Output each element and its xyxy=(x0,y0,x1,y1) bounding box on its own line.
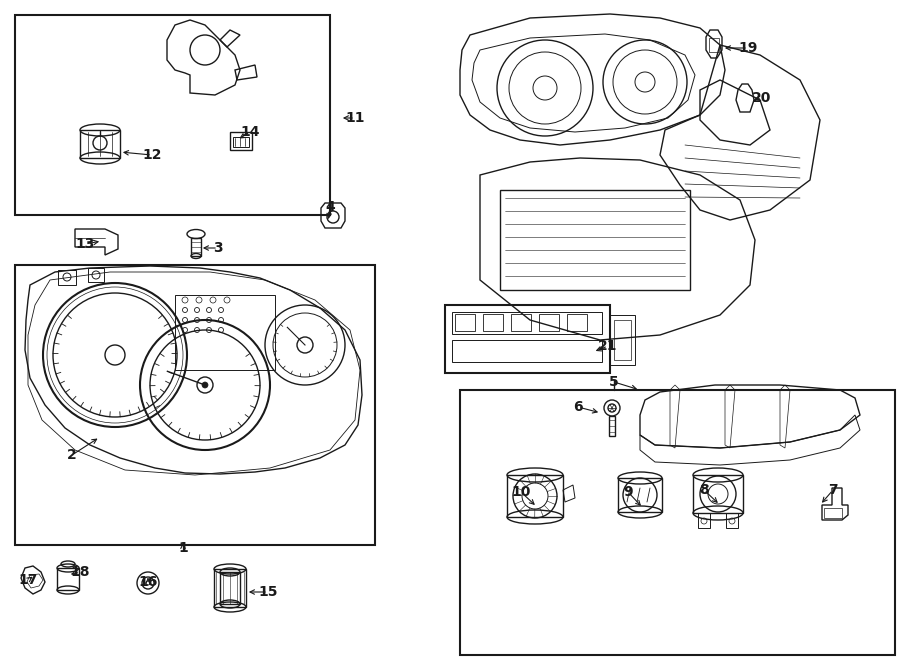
Bar xyxy=(58,270,76,285)
Bar xyxy=(539,314,559,331)
Text: 5: 5 xyxy=(609,375,619,389)
Bar xyxy=(455,314,475,331)
Text: 10: 10 xyxy=(511,485,531,499)
Bar xyxy=(698,513,710,528)
Bar xyxy=(233,137,249,147)
Text: 14: 14 xyxy=(240,125,260,139)
Bar xyxy=(567,314,587,331)
Text: 17: 17 xyxy=(18,573,38,587)
Bar xyxy=(483,314,503,331)
Bar xyxy=(609,416,615,436)
Bar xyxy=(191,238,201,256)
Text: 2: 2 xyxy=(68,448,76,462)
Text: 3: 3 xyxy=(213,241,223,255)
Text: 1: 1 xyxy=(178,541,188,555)
Bar xyxy=(15,265,375,545)
Bar xyxy=(175,295,275,370)
Text: 8: 8 xyxy=(699,483,709,497)
Bar xyxy=(57,568,79,590)
Bar xyxy=(726,513,738,528)
Bar xyxy=(610,315,635,365)
Bar xyxy=(709,38,719,52)
Text: 15: 15 xyxy=(258,585,278,599)
Bar xyxy=(824,508,842,518)
Bar xyxy=(230,132,252,150)
Text: 18: 18 xyxy=(70,565,90,579)
Bar xyxy=(507,475,563,517)
Bar xyxy=(460,390,895,655)
Text: 12: 12 xyxy=(142,148,162,162)
Bar xyxy=(511,314,531,331)
Bar xyxy=(452,312,602,334)
Bar xyxy=(80,130,120,158)
Bar xyxy=(693,475,743,513)
Text: 6: 6 xyxy=(573,400,583,414)
Text: 9: 9 xyxy=(623,485,633,499)
Bar xyxy=(220,572,240,604)
Text: 16: 16 xyxy=(139,575,158,589)
Circle shape xyxy=(202,382,208,388)
Bar xyxy=(500,190,690,290)
Bar xyxy=(15,15,330,215)
Bar xyxy=(214,569,246,607)
Text: 21: 21 xyxy=(598,339,617,353)
Text: 20: 20 xyxy=(752,91,771,105)
Bar xyxy=(445,305,610,373)
Bar xyxy=(614,320,631,360)
Text: 11: 11 xyxy=(346,111,365,125)
Bar xyxy=(618,478,662,512)
Bar xyxy=(452,340,602,362)
Text: 7: 7 xyxy=(828,483,838,497)
Text: 13: 13 xyxy=(76,237,94,251)
Text: 4: 4 xyxy=(325,200,335,214)
Bar xyxy=(88,268,104,282)
Text: 19: 19 xyxy=(738,41,758,55)
